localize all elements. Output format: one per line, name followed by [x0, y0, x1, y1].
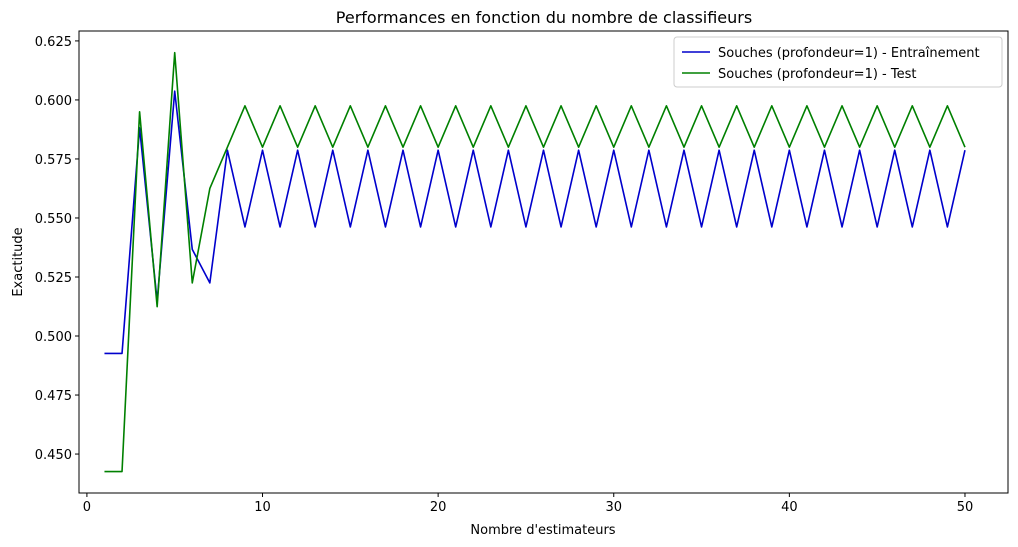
- x-tick-label: 10: [254, 500, 271, 515]
- series-line-test: [104, 51, 966, 473]
- y-tick-label: 0.575: [35, 153, 72, 168]
- chart-title: Performances en fonction du nombre de cl…: [336, 8, 752, 27]
- plot-frame: [78, 30, 1009, 494]
- y-tick-label: 0.625: [35, 35, 72, 50]
- x-tick-label: 20: [430, 500, 447, 515]
- x-tick-label: 50: [957, 500, 974, 515]
- y-tick-label: 0.600: [35, 94, 72, 109]
- plot-area: [78, 30, 1009, 494]
- legend-label: Souches (profondeur=1) - Test: [718, 67, 916, 82]
- y-tick-label: 0.525: [35, 271, 72, 286]
- x-tick-label: 0: [83, 500, 91, 515]
- y-axis-label: Exactitude: [11, 227, 26, 296]
- x-tick-label: 40: [781, 500, 798, 515]
- y-tick-label: 0.550: [35, 212, 72, 227]
- legend-box: [673, 36, 1003, 88]
- series-line-entrainement: [104, 90, 966, 355]
- legend: Souches (profondeur=1) - Entraînement Sou…: [673, 36, 1003, 88]
- x-axis-label: Nombre d'estimateurs: [470, 523, 615, 538]
- y-tick-label: 0.475: [35, 389, 72, 404]
- series-layer: [104, 51, 966, 473]
- y-tick-label: 0.450: [35, 448, 72, 463]
- y-tick-label: 0.500: [35, 330, 72, 345]
- x-axis: 0 10 20 30 40 50: [83, 493, 973, 515]
- legend-label: Souches (profondeur=1) - Entraînement: [718, 46, 980, 61]
- x-tick-label: 30: [605, 500, 622, 515]
- y-axis: 0.450 0.475 0.500 0.525 0.550 0.575 0.600 0.625: [35, 35, 79, 463]
